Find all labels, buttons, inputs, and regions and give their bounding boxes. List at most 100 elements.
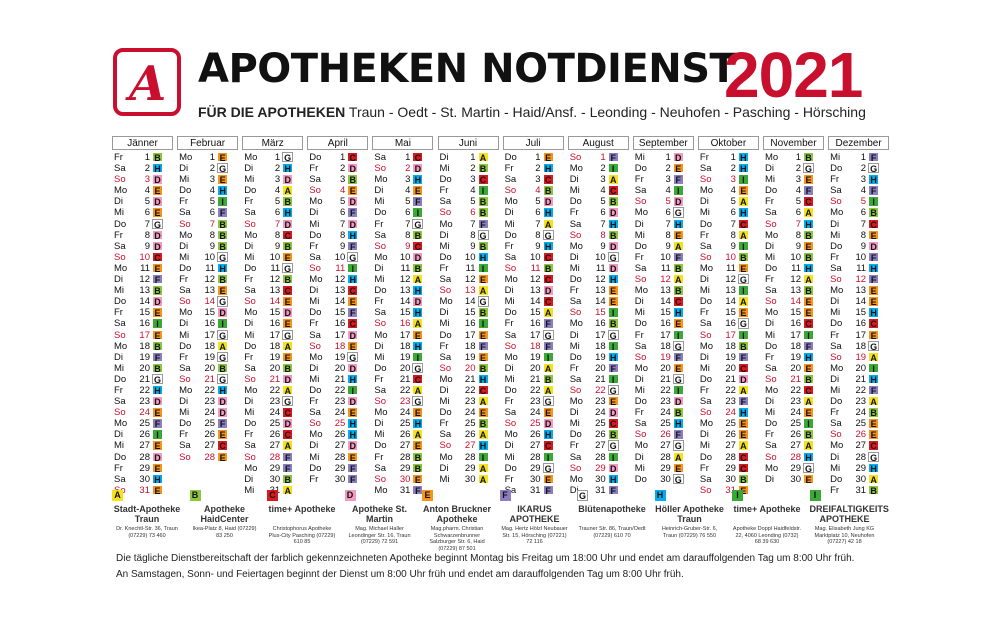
day-row: Sa 6 A xyxy=(763,207,824,218)
day-row: Mo 12 C xyxy=(503,274,564,285)
duty-pharmacy-code: B xyxy=(737,251,749,263)
day-row: Di 7 C xyxy=(828,218,889,230)
day-number: 11 xyxy=(465,262,476,274)
duty-pharmacy-code: C xyxy=(347,152,359,163)
weekday-label: Mo xyxy=(374,407,388,419)
day-number: 19 xyxy=(204,351,216,363)
weekday-label: Mo xyxy=(569,473,583,485)
duty-pharmacy-code: H xyxy=(868,262,880,274)
legend-color-code: B xyxy=(189,490,201,501)
weekday-label: Mo xyxy=(114,185,128,197)
day-number: 10 xyxy=(660,251,671,263)
duty-pharmacy-code: I xyxy=(607,307,619,318)
duty-pharmacy-code: G xyxy=(737,318,749,330)
weekday-label: Sa xyxy=(439,351,452,363)
day-row: Di 28 A xyxy=(633,451,694,463)
duty-pharmacy-code: D xyxy=(607,262,619,274)
duty-pharmacy-code: I xyxy=(607,340,619,352)
day-row: Di 14 E xyxy=(828,296,889,307)
legend-pharmacy-address: Mag.pharm. Christian Schwarzenbrunner Sa… xyxy=(429,526,485,552)
duty-pharmacy-code: H xyxy=(217,262,229,274)
day-row: Mo 9 D xyxy=(568,240,629,252)
month-column: März Mo 1 G Di 2 H Mi 3 D Do 4 A Fr 5 B Sa 6 H So 7 D Mo 8 C Di 9 B… xyxy=(242,136,304,496)
weekday-label: Fr xyxy=(374,218,384,230)
duty-pharmacy-code: D xyxy=(282,307,294,318)
day-number: 12 xyxy=(855,274,867,286)
weekday-label: Di xyxy=(439,229,449,241)
day-row: Sa 1 C xyxy=(372,152,433,163)
day-number: 25 xyxy=(790,418,801,430)
day-number: 8 xyxy=(795,229,801,241)
day-number: 16 xyxy=(399,318,411,330)
weekday-label: Mo xyxy=(569,163,583,175)
duty-pharmacy-code: A xyxy=(737,196,749,207)
day-number: 21 xyxy=(660,373,671,385)
duty-pharmacy-code: A xyxy=(868,351,880,363)
day-row: Mo 24 E xyxy=(372,407,433,418)
day-row: Mo 26 H xyxy=(307,429,368,440)
weekday-label: Do xyxy=(634,240,647,252)
day-row: So 6 B xyxy=(438,207,499,218)
duty-pharmacy-code: B xyxy=(217,240,229,252)
day-number: 30 xyxy=(595,473,606,485)
day-number: 11 xyxy=(660,262,671,274)
day-number: 8 xyxy=(274,229,281,241)
legend-color-code: C xyxy=(267,490,278,501)
day-row: Mo 11 E xyxy=(112,262,173,274)
weekday-label: Di xyxy=(830,218,840,230)
weekday-label: Sa xyxy=(830,340,842,352)
day-number: 26 xyxy=(464,429,476,441)
day-number: 24 xyxy=(855,407,867,419)
day-number: 22 xyxy=(139,384,150,396)
day-row: Di 27 C xyxy=(503,440,564,451)
day-number: 29 xyxy=(855,462,867,474)
weekday-label: Mi xyxy=(439,396,450,408)
day-row: Di 10 G xyxy=(568,251,629,263)
day-number: 22 xyxy=(725,384,736,396)
day-number: 1 xyxy=(470,152,476,163)
weekday-label: So xyxy=(504,418,517,430)
duty-pharmacy-code: A xyxy=(412,318,424,329)
duty-pharmacy-code: B xyxy=(803,285,814,296)
day-row: Di 25 H xyxy=(372,418,433,429)
day-row: Mi 13 I xyxy=(698,285,759,296)
day-row: Mi 11 D xyxy=(568,262,629,274)
weekday-label: Sa xyxy=(765,362,777,374)
weekday-label: Mi xyxy=(830,307,841,319)
weekday-label: Fr xyxy=(114,229,123,241)
day-number: 18 xyxy=(204,340,216,352)
duty-pharmacy-code: I xyxy=(347,384,359,396)
day-row: Mi 1 F xyxy=(828,152,889,163)
day-row: Mo 11 E xyxy=(698,262,759,274)
day-row: Mi 29 E xyxy=(633,462,694,474)
duty-pharmacy-code: F xyxy=(672,429,684,440)
weekday-label: Mo xyxy=(765,462,779,474)
day-number: 8 xyxy=(860,229,867,241)
day-number: 20 xyxy=(204,362,216,374)
day-number: 8 xyxy=(405,229,411,241)
day-row: Sa 5 B xyxy=(438,196,499,207)
duty-pharmacy-code: F xyxy=(672,351,684,363)
weekday-label: Fr xyxy=(179,196,189,208)
day-row: Fr 19 G xyxy=(177,351,238,363)
weekday-label: Sa xyxy=(699,240,712,252)
duty-pharmacy-code: I xyxy=(868,362,880,374)
duty-pharmacy-code: H xyxy=(868,174,880,185)
duty-pharmacy-code: E xyxy=(737,307,749,318)
day-number: 24 xyxy=(660,407,671,419)
weekday-label: Do xyxy=(699,373,713,385)
weekday-label: Fr xyxy=(765,274,774,286)
day-row: Fr 28 B xyxy=(372,451,433,463)
duty-pharmacy-code: B xyxy=(477,418,489,429)
day-number: 9 xyxy=(340,240,346,252)
day-row: Di 8 G xyxy=(438,229,499,241)
day-row: Mo 25 E xyxy=(698,418,759,429)
duty-pharmacy-code: H xyxy=(542,163,554,174)
weekday-label: So xyxy=(569,152,582,163)
day-number: 20 xyxy=(660,362,671,374)
weekday-label: Mi xyxy=(504,451,515,463)
weekday-label: Di xyxy=(179,163,189,175)
day-number: 30 xyxy=(464,473,476,485)
duty-pharmacy-code: I xyxy=(737,174,749,185)
weekday-label: Di xyxy=(179,240,189,252)
